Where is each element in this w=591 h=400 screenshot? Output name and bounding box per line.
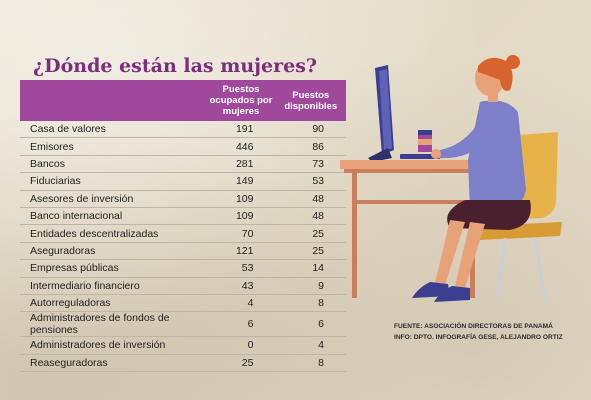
table-row: Autorreguladoras 4 8	[20, 294, 346, 313]
row-category: Emisores	[20, 137, 207, 156]
table-row: Asesores de inversión 109 48	[20, 190, 346, 208]
torso	[468, 100, 526, 212]
positions-table: Puestos ocupados por mujeres Puestos dis…	[20, 80, 346, 373]
row-category: Banco internacional	[20, 207, 207, 226]
woman-at-computer-illustration	[340, 55, 562, 302]
row-women-value: 70	[206, 224, 276, 243]
header-women: Puestos ocupados por mujeres	[206, 80, 276, 121]
leg	[455, 222, 485, 288]
row-available-value: 6	[275, 311, 346, 338]
header-category	[20, 80, 207, 121]
table-row: Administradores de fondos de pensiones 6 6	[20, 311, 346, 338]
row-category: Empresas públicas	[20, 259, 207, 278]
table-row: Administradores de inversión 0 4	[20, 336, 346, 355]
table-header-row: Puestos ocupados por mujeres Puestos dis…	[20, 80, 346, 121]
monitor-stand	[368, 148, 392, 162]
table-row: Banco internacional 109 48	[20, 207, 346, 226]
row-women-value: 191	[206, 121, 276, 139]
arm	[438, 120, 490, 159]
row-women-value: 43	[206, 277, 276, 295]
row-category: Casa de valores	[20, 121, 207, 139]
desk-edge	[344, 169, 486, 173]
row-available-value: 48	[275, 190, 346, 208]
row-women-value: 281	[206, 155, 276, 174]
row-women-value: 109	[206, 190, 276, 208]
row-women-value: 109	[206, 207, 276, 226]
table-row: Bancos 281 73	[20, 155, 346, 174]
desk-bar	[354, 200, 472, 204]
table-row: Emisores 446 86	[20, 137, 346, 156]
desk-top	[340, 160, 490, 169]
page-title: ¿Dónde están las mujeres?	[33, 55, 318, 77]
table-row: Casa de valores 191 90	[20, 121, 346, 139]
chair-leg	[496, 237, 507, 301]
row-category: Autorreguladoras	[20, 294, 207, 313]
desk-leg	[352, 173, 357, 298]
row-women-value: 446	[206, 137, 276, 156]
row-category: Reaseguradoras	[20, 354, 207, 373]
info-line: INFO: DPTO. INFOGRAFÍA GESE, ALEJANDRO O…	[394, 334, 563, 341]
skirt	[447, 200, 531, 230]
row-available-value: 25	[275, 224, 346, 243]
row-available-value: 8	[275, 354, 346, 373]
row-available-value: 73	[275, 155, 346, 174]
row-available-value: 4	[275, 336, 346, 355]
row-women-value: 0	[206, 336, 276, 355]
coffee-sleeve	[418, 139, 432, 145]
table-row: Intermediario financiero 43 9	[20, 277, 346, 295]
row-category: Bancos	[20, 155, 207, 174]
row-category: Aseguradoras	[20, 242, 207, 261]
row-available-value: 90	[275, 121, 346, 139]
row-available-value: 48	[275, 207, 346, 226]
header-available: Puestos disponibles	[275, 80, 346, 121]
row-available-value: 8	[275, 294, 346, 313]
shoe	[434, 286, 470, 302]
hand	[431, 149, 441, 159]
row-women-value: 6	[206, 311, 276, 338]
monitor-screen	[379, 69, 392, 151]
row-available-value: 14	[275, 259, 346, 278]
table-row: Fiduciarias 149 53	[20, 172, 346, 191]
leg	[435, 220, 465, 285]
row-women-value: 4	[206, 294, 276, 313]
row-category: Fiduciarias	[20, 172, 207, 191]
keyboard	[400, 154, 440, 159]
table-row: Reaseguradoras 25 8	[20, 354, 346, 373]
row-women-value: 53	[206, 259, 276, 278]
row-category: Intermediario financiero	[20, 277, 207, 295]
source-credits: FUENTE: ASOCIACIÓN DIRECTORAS DE PANAMÁ …	[394, 321, 563, 343]
row-available-value: 53	[275, 172, 346, 191]
row-women-value: 121	[206, 242, 276, 261]
table-row: Entidades descentralizadas 70 25	[20, 224, 346, 243]
source-line: FUENTE: ASOCIACIÓN DIRECTORAS DE PANAMÁ	[394, 323, 553, 330]
row-available-value: 25	[275, 242, 346, 261]
hair	[478, 57, 513, 91]
row-available-value: 9	[275, 277, 346, 295]
row-available-value: 86	[275, 137, 346, 156]
row-category: Administradores de inversión	[20, 336, 207, 355]
table-row: Aseguradoras 121 25	[20, 242, 346, 261]
hair-bun	[506, 55, 520, 69]
table-row: Empresas públicas 53 14	[20, 259, 346, 278]
row-category: Asesores de inversión	[20, 190, 207, 208]
coffee-lid	[418, 130, 432, 135]
row-category: Administradores de fondos de pensiones	[20, 311, 207, 338]
row-women-value: 25	[206, 354, 276, 373]
row-women-value: 149	[206, 172, 276, 191]
row-category: Entidades descentralizadas	[20, 224, 207, 243]
chair-leg	[533, 237, 547, 301]
